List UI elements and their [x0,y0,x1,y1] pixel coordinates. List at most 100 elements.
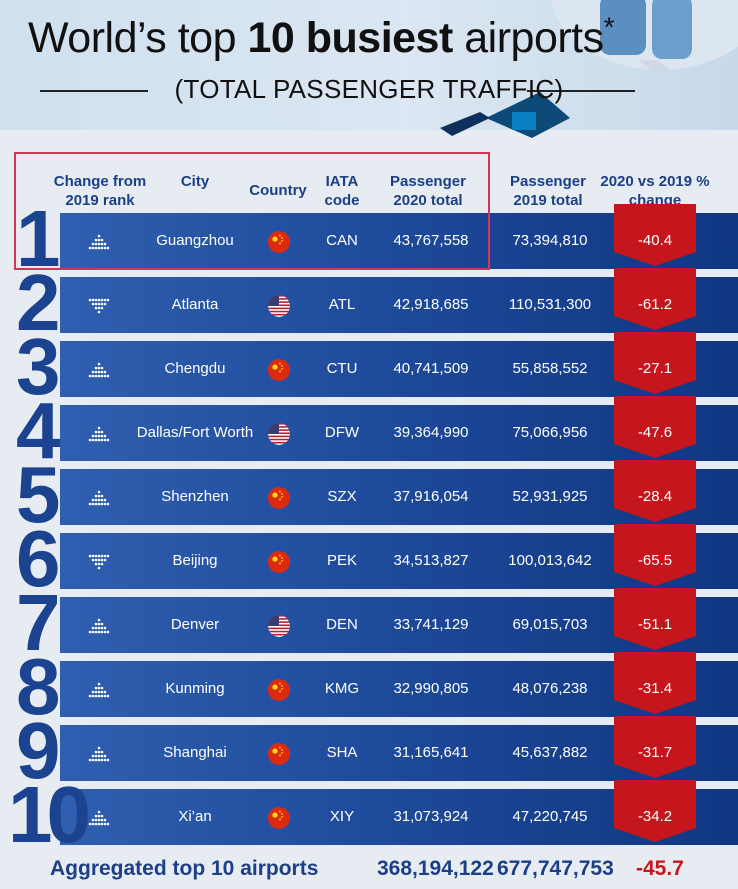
rank-number: 3 [16,322,60,411]
china-flag-icon [268,487,290,509]
rank-up-icon [88,234,110,250]
percent-change: -31.7 [637,744,673,761]
decline-arrow-icon [614,524,696,586]
rank-up-icon [88,426,110,442]
title-footnote-mark: * [603,11,615,43]
iata-code: CAN [326,232,358,249]
rank-up-icon [88,362,110,378]
iata-code: DFW [324,424,360,441]
decline-arrow-icon [614,588,696,650]
rank-number: 1 [16,194,60,283]
city-name: Chengdu [164,360,226,377]
iata-code: ATL [328,296,356,313]
col-header-iata: IATA code [324,173,360,209]
decline-arrow-icon [614,268,696,330]
title-emphasis: 10 busiest [247,14,453,62]
city-name: Atlanta [171,296,219,313]
table-row: 10 Xi’an XIY 31,073,924 47,220,745 -34.2 [0,775,738,855]
passengers-2019: 73,394,810 [512,232,588,249]
page-title: World’s top 10 busiest airports* [28,11,615,63]
passengers-2019: 52,931,925 [512,488,588,505]
col-header-country: Country [249,182,307,199]
aggregate-pax2019: 677,747,753 [497,857,614,880]
title-prefix: World’s top [28,14,237,62]
passengers-2020: 42,918,685 [393,296,469,313]
rank-up-icon [88,810,110,826]
rank-number: 2 [16,258,60,347]
decline-arrow-icon [614,716,696,778]
city-name: Kunming [165,680,225,697]
city-name: Xi’an [178,808,212,825]
subtitle-rule-right [527,90,635,92]
highlight-box [14,152,490,270]
passengers-2019: 45,637,882 [512,744,588,761]
passengers-2019: 69,015,703 [512,616,588,633]
passengers-2019: 100,013,642 [508,552,592,569]
china-flag-icon [268,231,290,253]
iata-code: CTU [326,360,358,377]
passengers-2019: 75,066,956 [512,424,588,441]
percent-change: -61.2 [637,296,673,313]
decline-arrow-icon [614,780,696,842]
passengers-2020: 34,513,827 [393,552,469,569]
percent-change: -47.6 [637,424,673,441]
percent-change: -51.1 [637,616,673,633]
aggregate-pct: -45.7 [636,857,684,880]
passengers-2020: 39,364,990 [393,424,469,441]
aggregate-pax2020: 368,194,122 [377,857,494,880]
col-header-change: Change from 2019 rank [53,173,147,209]
usa-flag-icon [268,615,290,637]
china-flag-icon [268,679,290,701]
city-name: Beijing [172,552,218,569]
rank-number: 9 [16,706,60,795]
decline-arrow-icon [614,204,696,266]
decline-arrow-icon [614,396,696,458]
table-row: 4 Dallas/Fort Worth DFW 39,364,990 75,066,95… [0,391,738,471]
city-name: Denver [170,616,220,633]
percent-change: -34.2 [637,808,673,825]
rank-down-icon [88,554,110,570]
city-name: Shanghai [163,744,227,761]
iata-code: SHA [326,744,358,761]
passengers-2019: 110,531,300 [508,296,592,313]
iata-code: KMG [324,680,360,697]
iata-code: XIY [329,808,355,825]
percent-change: -27.1 [637,360,673,377]
passengers-2020: 37,916,054 [393,488,469,505]
traveler-illustration [440,0,738,138]
passengers-2020: 31,073,924 [393,808,469,825]
city-name: Guangzhou [156,232,234,249]
subtitle-rule-left [40,90,148,92]
percent-change: -31.4 [637,680,673,697]
rank-up-icon [88,618,110,634]
decline-arrow-icon [614,460,696,522]
table-row: 1 Guangzhou CAN 43,767,558 73,394,810 -40.4 [0,199,738,279]
col-header-city: City [180,173,210,190]
table-row: 3 Chengdu CTU 40,741,509 55,858,552 -27.1 [0,327,738,407]
table-row: 7 Denver DEN 33,741,129 69,015,703 -51.1 [0,583,738,663]
rank-number: 5 [16,450,60,539]
iata-code: DEN [326,616,358,633]
china-flag-icon [268,551,290,573]
iata-code: PEK [326,552,357,569]
title-suffix: airports [464,14,604,62]
col-header-pax2020: Passenger 2020 total [390,173,466,209]
percent-change: -40.4 [637,232,673,249]
passengers-2020: 40,741,509 [393,360,469,377]
rank-number: 4 [16,386,60,475]
table-row: 2 Atlanta ATL 42,918,685 110,531,300 -61.2 [0,263,738,343]
passengers-2019: 48,076,238 [512,680,588,697]
rank-down-icon [88,298,110,314]
aggregate-label: Aggregated top 10 airports [50,857,319,880]
rank-number: 10 [8,770,91,859]
table-row: 5 Shenzhen SZX 37,916,054 52,931,925 -28.4 [0,455,738,535]
passengers-2020: 32,990,805 [393,680,469,697]
rank-number: 7 [16,578,60,667]
city-name: Shenzhen [161,488,229,505]
decline-arrow-icon [614,652,696,714]
rank-up-icon [88,682,110,698]
passengers-2020: 43,767,558 [393,232,469,249]
city-name: Dallas/Fort Worth [136,424,254,441]
subtitle: (TOTAL PASSENGER TRAFFIC) [174,74,564,104]
passengers-2020: 31,165,641 [393,744,469,761]
